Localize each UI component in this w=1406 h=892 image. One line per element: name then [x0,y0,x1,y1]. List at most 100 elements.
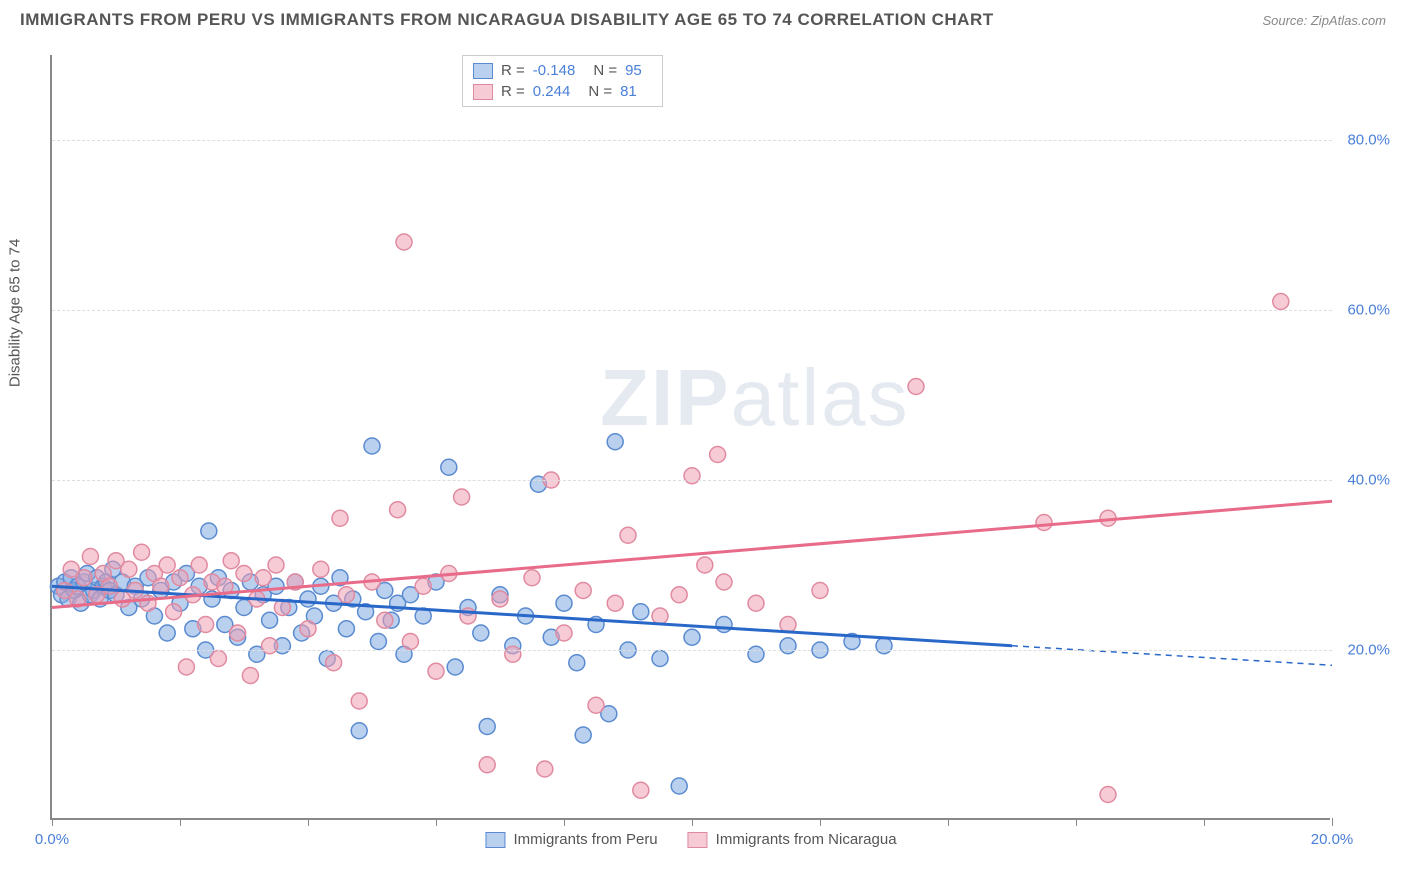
legend-swatch [688,832,708,848]
scatter-point [191,557,207,573]
scatter-point [441,459,457,475]
stats-row: R = -0.148N = 95 [473,60,652,81]
x-tick [948,818,949,826]
scatter-point [633,782,649,798]
scatter-point [268,557,284,573]
scatter-point [76,570,92,586]
scatter-point [326,655,342,671]
scatter-point [479,719,495,735]
gridline [52,650,1332,651]
scatter-point [716,617,732,633]
scatter-point [166,604,182,620]
n-label: N = [588,83,612,100]
chart-container: Disability Age 65 to 74 ZIPatlas R = -0.… [50,55,1390,820]
legend-item: Immigrants from Peru [485,831,657,848]
x-tick [1332,818,1333,826]
legend-swatch [473,63,493,79]
legend-label: Immigrants from Nicaragua [716,831,897,848]
n-value: 95 [625,62,642,79]
scatter-point [812,583,828,599]
scatter-point [377,612,393,628]
scatter-point [633,604,649,620]
plot-area: ZIPatlas R = -0.148N = 95R = 0.244N = 81… [50,55,1330,820]
scatter-point [556,595,572,611]
x-tick [820,818,821,826]
scatter-point [102,578,118,594]
x-tick [436,818,437,826]
scatter-point [201,523,217,539]
scatter-point [121,561,137,577]
scatter-point [607,434,623,450]
scatter-point [390,502,406,518]
x-tick [692,818,693,826]
legend-label: Immigrants from Peru [513,831,657,848]
scatter-point [876,638,892,654]
scatter-plot-svg [52,55,1332,820]
scatter-point [780,638,796,654]
scatter-point [684,629,700,645]
scatter-point [415,578,431,594]
x-tick [180,818,181,826]
scatter-point [652,608,668,624]
scatter-point [575,583,591,599]
x-tick-label: 20.0% [1311,831,1354,848]
trendline-extrapolated [1012,646,1332,666]
scatter-point [223,553,239,569]
scatter-point [230,625,246,641]
r-label: R = [501,83,525,100]
y-tick-label: 80.0% [1335,132,1390,149]
y-tick-label: 20.0% [1335,642,1390,659]
scatter-point [338,587,354,603]
scatter-point [671,778,687,794]
legend-swatch [473,84,493,100]
scatter-point [505,646,521,662]
scatter-point [684,468,700,484]
scatter-point [620,527,636,543]
scatter-point [492,591,508,607]
scatter-point [454,489,470,505]
scatter-point [351,723,367,739]
scatter-point [159,625,175,641]
scatter-point [748,646,764,662]
scatter-point [159,557,175,573]
scatter-point [569,655,585,671]
stats-legend: R = -0.148N = 95 R = 0.244 N = 81 [462,55,663,107]
x-tick [1204,818,1205,826]
n-value: 81 [620,83,637,100]
scatter-point [255,570,271,586]
scatter-point [607,595,623,611]
scatter-point [134,544,150,560]
x-tick [564,818,565,826]
header: IMMIGRANTS FROM PERU VS IMMIGRANTS FROM … [0,0,1406,35]
scatter-point [338,621,354,637]
scatter-point [198,617,214,633]
scatter-point [1273,294,1289,310]
gridline [52,140,1332,141]
series-legend: Immigrants from Peru Immigrants from Nica… [485,831,896,848]
x-tick [308,818,309,826]
scatter-point [1036,515,1052,531]
source-attribution: Source: ZipAtlas.com [1262,13,1386,28]
x-tick [52,818,53,826]
trendline [52,501,1332,607]
scatter-point [716,574,732,590]
scatter-point [556,625,572,641]
scatter-point [908,379,924,395]
scatter-point [524,570,540,586]
stats-row: R = 0.244 N = 81 [473,81,652,102]
scatter-point [575,727,591,743]
scatter-point [236,566,252,582]
n-label: N = [593,62,617,79]
scatter-point [300,591,316,607]
scatter-point [313,561,329,577]
scatter-point [178,659,194,675]
scatter-point [671,587,687,603]
y-axis-label: Disability Age 65 to 74 [7,238,24,386]
scatter-point [370,634,386,650]
y-tick-label: 60.0% [1335,302,1390,319]
scatter-point [351,693,367,709]
scatter-point [332,510,348,526]
scatter-point [710,447,726,463]
r-value: 0.244 [533,83,571,100]
scatter-point [396,234,412,250]
